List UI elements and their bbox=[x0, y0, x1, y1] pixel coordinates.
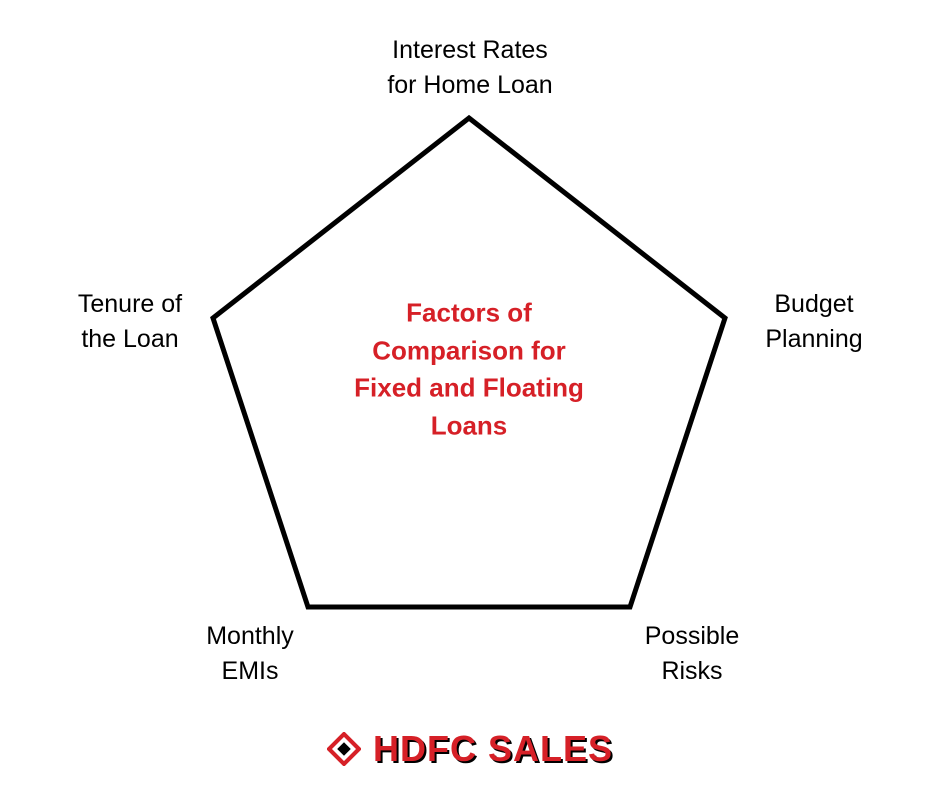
vertex-label-1: Budget Planning bbox=[765, 287, 862, 357]
vertex-label-4: Tenure of the Loan bbox=[78, 287, 182, 357]
brand-logo: HDFC SALES bbox=[327, 728, 613, 770]
center-title: Factors of Comparison for Fixed and Floa… bbox=[309, 295, 629, 446]
diagram-canvas: Factors of Comparison for Fixed and Floa… bbox=[0, 0, 940, 788]
vertex-label-2: Possible Risks bbox=[645, 619, 740, 689]
brand-logo-text: HDFC SALES bbox=[373, 728, 613, 770]
vertex-label-0: Interest Rates for Home Loan bbox=[387, 33, 552, 103]
vertex-label-3: Monthly EMIs bbox=[206, 619, 294, 689]
diamond-icon bbox=[327, 732, 361, 766]
